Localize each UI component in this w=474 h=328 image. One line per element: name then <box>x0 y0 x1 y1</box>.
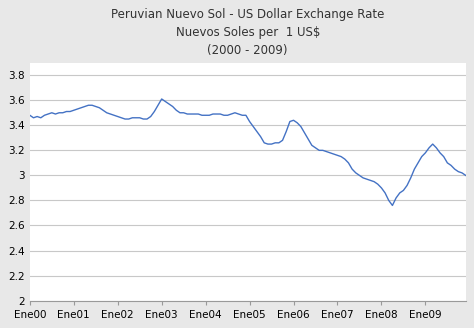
Title: Peruvian Nuevo Sol - US Dollar Exchange Rate
Nuevos Soles per  1 US$
(2000 - 200: Peruvian Nuevo Sol - US Dollar Exchange … <box>111 8 384 57</box>
